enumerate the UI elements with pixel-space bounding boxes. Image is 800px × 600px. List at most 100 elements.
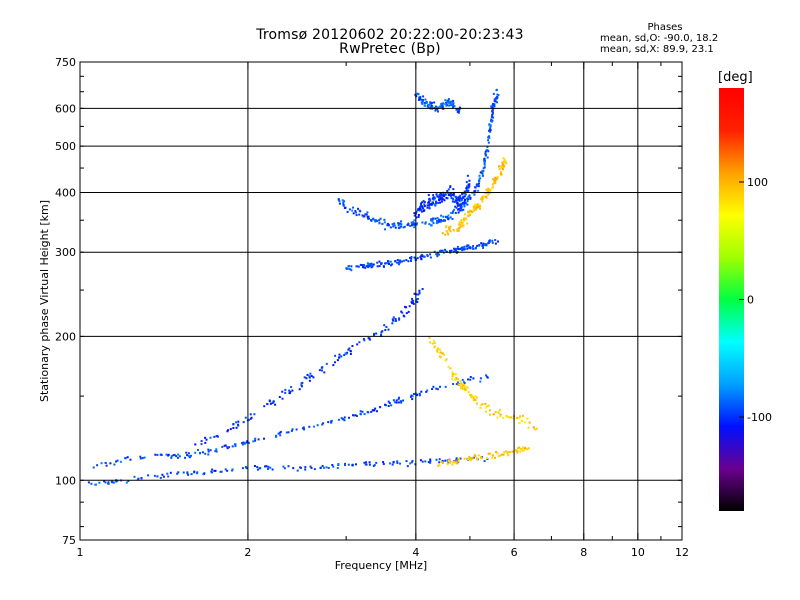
data-point [420, 202, 423, 205]
data-point [268, 400, 271, 403]
data-point [402, 399, 405, 402]
data-point [471, 457, 474, 460]
data-point [376, 261, 379, 264]
data-point [491, 108, 494, 111]
data-point [96, 464, 99, 467]
data-point [519, 450, 522, 453]
data-point [394, 320, 397, 322]
data-point [447, 233, 450, 236]
data-point [350, 265, 353, 268]
data-point [420, 257, 423, 260]
data-point [406, 223, 409, 226]
data-point [477, 205, 480, 208]
data-point [343, 416, 346, 419]
data-point [423, 104, 426, 107]
data-point [493, 99, 496, 102]
data-point [403, 259, 406, 262]
data-point [439, 196, 442, 199]
data-point [496, 452, 499, 455]
data-point [460, 199, 463, 202]
data-point [139, 455, 142, 458]
data-point [347, 463, 350, 466]
data-point [466, 244, 469, 247]
data-point [390, 404, 393, 407]
data-point [487, 404, 490, 407]
data-point [498, 408, 501, 411]
data-point [309, 372, 312, 375]
data-point [469, 198, 472, 200]
data-point [444, 233, 447, 236]
data-point [421, 221, 424, 224]
data-point [325, 362, 328, 365]
data-point [368, 265, 371, 267]
data-point [509, 451, 512, 454]
data-point [444, 459, 447, 462]
data-point [453, 248, 456, 250]
data-point [478, 179, 481, 182]
data-point [308, 379, 311, 382]
data-point [417, 293, 420, 296]
data-point [484, 243, 487, 245]
data-point [398, 259, 401, 262]
x-tick-label: 4 [412, 546, 419, 559]
data-point [454, 461, 457, 464]
data-point [481, 174, 484, 177]
data-point [474, 189, 477, 192]
data-point [352, 212, 355, 215]
data-point [410, 394, 413, 397]
data-point [386, 224, 389, 227]
data-point [432, 222, 435, 225]
data-point [439, 201, 441, 204]
data-point [323, 466, 325, 469]
data-point [370, 219, 372, 222]
data-point [447, 188, 450, 191]
y-axis-label: Stationary phase Virtual Height [km] [38, 200, 51, 402]
data-point [305, 377, 308, 380]
data-point [416, 393, 419, 396]
data-point [244, 466, 247, 468]
data-point [288, 392, 291, 395]
data-point [468, 209, 471, 212]
data-point [346, 351, 349, 354]
data-point [462, 224, 465, 227]
data-point [429, 461, 432, 464]
data-point [472, 456, 475, 459]
data-point [485, 244, 488, 247]
data-point [397, 401, 400, 404]
data-point [491, 113, 494, 116]
data-point [418, 289, 421, 292]
data-point [415, 216, 418, 219]
data-point [500, 453, 503, 456]
data-point [439, 356, 442, 359]
data-point [301, 381, 304, 384]
data-point [374, 220, 377, 223]
data-point [432, 385, 435, 388]
data-point [464, 213, 466, 216]
data-point [116, 459, 119, 462]
data-point [424, 98, 427, 101]
data-point [446, 101, 449, 104]
data-point [177, 456, 179, 459]
data-point [214, 450, 217, 453]
data-point [424, 221, 427, 224]
data-point [461, 209, 463, 212]
data-point [337, 418, 340, 421]
data-point [443, 353, 446, 356]
data-point [104, 462, 107, 464]
data-point [202, 451, 204, 454]
data-point [488, 192, 491, 195]
data-point [373, 464, 376, 467]
data-point [433, 346, 436, 349]
data-point [319, 466, 322, 469]
data-point [253, 465, 256, 467]
data-point [487, 136, 490, 139]
data-point [410, 257, 413, 260]
data-point [185, 451, 188, 454]
data-point [469, 376, 472, 378]
data-point [451, 371, 454, 374]
data-point [109, 462, 112, 465]
data-point [368, 337, 371, 340]
data-point [494, 456, 496, 459]
data-point [492, 454, 494, 457]
